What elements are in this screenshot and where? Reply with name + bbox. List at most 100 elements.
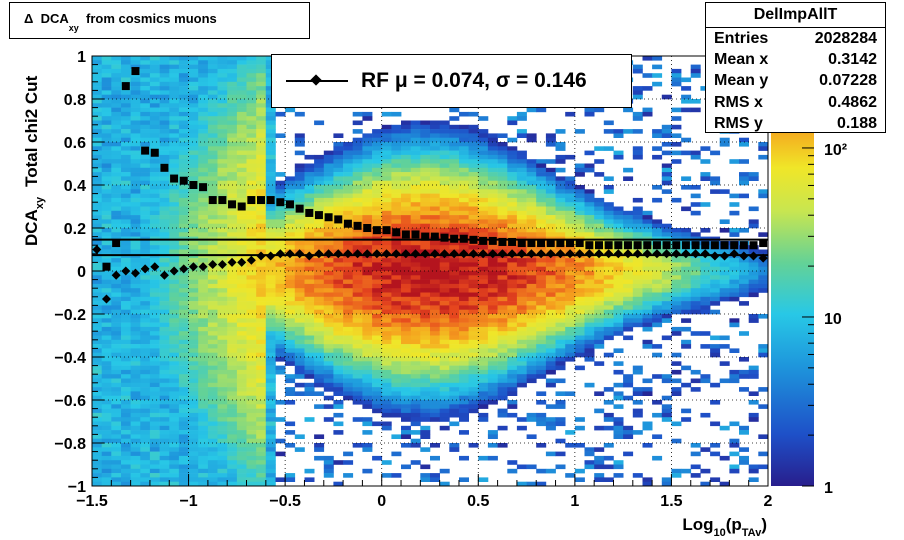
heatmap-cell bbox=[304, 292, 315, 298]
heatmap-cell bbox=[275, 232, 286, 237]
heatmap-cell bbox=[246, 425, 257, 431]
heatmap-cell bbox=[265, 326, 276, 332]
heatmap-cell bbox=[729, 348, 740, 353]
heatmap-cell bbox=[236, 167, 247, 173]
heatmap-cell bbox=[275, 245, 286, 250]
heatmap-cell bbox=[159, 382, 170, 388]
heatmap-cell bbox=[159, 438, 170, 444]
heatmap-cell bbox=[555, 176, 566, 181]
heatmap-cell bbox=[343, 189, 354, 194]
heatmap-cell bbox=[207, 434, 218, 439]
heatmap-cell bbox=[149, 133, 160, 138]
heatmap-cell bbox=[565, 443, 576, 448]
heatmap-cell bbox=[159, 56, 170, 61]
heatmap-cell bbox=[92, 103, 102, 108]
heatmap-cell bbox=[536, 185, 547, 190]
heatmap-cell bbox=[323, 473, 334, 478]
heatmap-cell bbox=[391, 296, 402, 302]
heatmap-cell bbox=[401, 301, 411, 306]
heatmap-cell bbox=[555, 189, 566, 194]
heatmap-cell bbox=[217, 417, 228, 422]
heatmap-cell bbox=[449, 408, 460, 414]
heatmap-cell bbox=[169, 68, 180, 74]
heatmap-cell bbox=[391, 404, 402, 409]
heatmap-cell bbox=[227, 228, 238, 233]
heatmap-cell bbox=[101, 249, 112, 255]
heatmap-cell bbox=[92, 468, 102, 474]
heatmap-cell bbox=[198, 163, 209, 169]
heatmap-cell bbox=[613, 404, 624, 409]
heatmap-cell bbox=[246, 275, 257, 280]
heatmap-cell bbox=[304, 163, 315, 169]
heatmap-cell bbox=[121, 331, 131, 336]
heatmap-cell bbox=[323, 202, 334, 207]
heatmap-cell bbox=[603, 335, 614, 341]
heatmap-cell bbox=[565, 314, 576, 319]
heatmap-cell bbox=[555, 129, 566, 134]
heatmap-cell bbox=[700, 262, 711, 267]
heatmap-cell bbox=[391, 412, 402, 418]
heatmap-cell bbox=[410, 365, 421, 371]
heatmap-cell bbox=[352, 180, 363, 186]
heatmap-cell bbox=[574, 219, 585, 224]
heatmap-cell bbox=[632, 206, 643, 212]
heatmap-cell bbox=[294, 361, 305, 366]
heatmap-cell bbox=[236, 421, 247, 427]
heatmap-cell bbox=[391, 473, 402, 478]
heatmap-cell bbox=[236, 266, 247, 272]
heatmap-cell bbox=[487, 193, 498, 199]
heatmap-cell bbox=[584, 279, 595, 285]
heatmap-cell bbox=[555, 357, 566, 362]
heatmap-cell bbox=[545, 215, 556, 220]
heatmap-cell bbox=[121, 189, 131, 194]
heatmap-cell bbox=[217, 103, 228, 108]
heatmap-cell bbox=[198, 154, 209, 160]
heatmap-cell bbox=[362, 395, 373, 401]
heatmap-cell bbox=[101, 404, 112, 409]
heatmap-cell bbox=[265, 369, 276, 375]
heatmap-cell bbox=[439, 124, 450, 130]
heatmap-cell bbox=[661, 275, 672, 280]
heatmap-cell bbox=[603, 266, 614, 272]
heatmap-cell bbox=[545, 344, 556, 349]
heatmap-cell bbox=[101, 142, 112, 147]
rms-point bbox=[710, 241, 719, 250]
heatmap-cell bbox=[217, 253, 228, 259]
heatmap-cell bbox=[246, 417, 257, 422]
heatmap-cell bbox=[381, 305, 392, 310]
heatmap-cell bbox=[227, 86, 238, 91]
heatmap-cell bbox=[92, 275, 102, 280]
heatmap-cell bbox=[304, 240, 315, 246]
heatmap-cell bbox=[420, 387, 431, 392]
heatmap-cell bbox=[169, 159, 180, 164]
heatmap-cell bbox=[198, 434, 209, 439]
heatmap-cell bbox=[314, 331, 325, 336]
heatmap-cell bbox=[372, 163, 383, 169]
heatmap-cell bbox=[430, 202, 440, 207]
heatmap-cell bbox=[140, 408, 151, 414]
heatmap-cell bbox=[159, 129, 170, 134]
heatmap-cell bbox=[236, 344, 247, 349]
heatmap-cell bbox=[198, 245, 209, 250]
heatmap-cell bbox=[178, 400, 189, 405]
heatmap-cell bbox=[169, 210, 180, 216]
heatmap-cell bbox=[545, 210, 556, 216]
heatmap-cell bbox=[449, 322, 460, 328]
heatmap-cell bbox=[265, 189, 276, 194]
rms-point bbox=[459, 234, 468, 243]
heatmap-cell bbox=[111, 215, 122, 220]
heatmap-cell bbox=[92, 129, 102, 134]
heatmap-cell bbox=[623, 301, 634, 306]
heatmap-cell bbox=[198, 253, 209, 259]
heatmap-cell bbox=[333, 189, 344, 194]
heatmap-cell bbox=[478, 387, 489, 392]
heatmap-cell bbox=[555, 219, 566, 224]
heatmap-cell bbox=[594, 391, 605, 396]
heatmap-cell bbox=[401, 400, 411, 405]
heatmap-cell bbox=[487, 223, 498, 229]
heatmap-cell bbox=[92, 344, 102, 349]
heatmap-cell bbox=[198, 447, 209, 452]
heatmap-cell bbox=[468, 382, 479, 388]
heatmap-cell bbox=[565, 202, 576, 207]
heatmap-cell bbox=[381, 335, 392, 341]
